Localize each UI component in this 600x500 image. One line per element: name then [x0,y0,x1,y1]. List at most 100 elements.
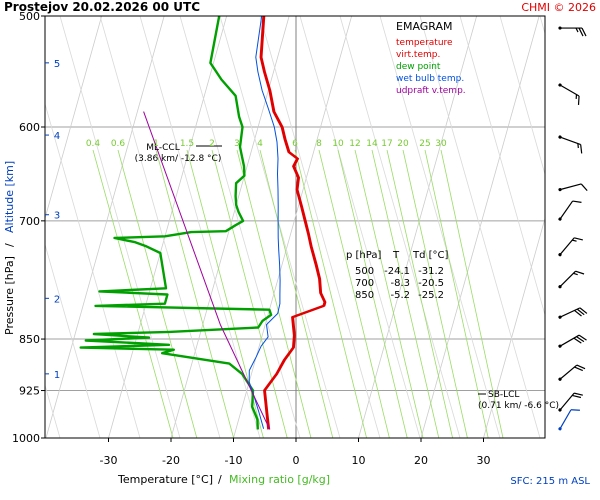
mixing-ratio-label: 20 [397,139,409,149]
dry-adiabat-line [99,16,221,438]
sfc-label: SFC: 215 m ASL [510,476,590,487]
mixing-ratio-line [155,149,234,438]
table-header-p: p [hPa] [346,250,381,261]
mixing-ratio-line [318,149,390,438]
mixing-ratio-line [402,149,468,438]
mixing-ratio-label: 14 [366,139,378,149]
isotherm-line [546,16,600,438]
y-axis-label-alt: Altitude [km] [3,161,16,233]
header-title: Prostejov 20.02.2026 00 UTC [4,0,200,14]
dry-adiabat-line [59,16,181,438]
table-cell: -25.2 [418,290,444,301]
wind-barb [558,183,588,192]
series-temperature-line [259,16,326,430]
series-wet-bulb-temp-line [248,16,281,429]
x-tick-label: -30 [100,454,118,467]
grid-layer [45,16,600,438]
x-tick-label: 0 [293,454,300,467]
x-axis-label-sep: / [218,473,222,486]
table-cell: -5.2 [390,290,410,301]
altitude-tick-label: 1 [54,370,60,381]
wind-barb [558,237,583,257]
ml-ccl-detail: (3.86 km/ -12.8 °C) [135,154,222,164]
wind-barb [558,409,580,431]
mixing-ratio-label: 30 [435,139,447,149]
series-dew-point-line [79,16,273,430]
mixing-ratio-label: 12 [349,139,360,149]
dry-adiabat-line [459,16,545,317]
isotherm-line [483,216,545,438]
table-cell: -8.3 [390,278,410,289]
isotherm-line [108,16,228,438]
mixing-ratio-line [440,149,504,438]
altitude-tick-label: 5 [54,59,60,70]
legend-entry: dew point [396,62,441,72]
mixing-ratio-line [386,149,453,438]
mixing-ratio-line [354,149,424,438]
mixing-ratio-label: 2 [209,139,215,149]
mixing-ratio-line [294,149,367,438]
y-tick-label: 1000 [12,432,40,445]
x-tick-label: 10 [352,454,366,467]
mixing-ratio-line [371,149,440,438]
chart-title: EMAGRAM [396,20,453,33]
series-layer [79,16,327,430]
ml-ccl-name: ML-CCL [146,143,179,153]
x-tick-label: 20 [414,454,428,467]
dry-adiabat-line [259,16,381,438]
dry-adiabat-line [139,16,261,438]
mixing-ratio-label: 1.5 [180,139,194,149]
mixing-ratio-line [211,149,288,438]
dry-adiabat-line [179,16,301,438]
mixing-ratio-label: 4 [257,139,263,149]
altitude-tick-label: 4 [54,131,60,142]
altitude-tick-label: 2 [54,294,60,305]
dry-adiabat-line [339,16,461,438]
dry-adiabat-line [45,243,101,438]
x-tick-label: -10 [225,454,243,467]
dry-adiabat-line [45,102,141,438]
mixing-ratio-label: 0.6 [111,139,126,149]
wind-barb [558,83,580,105]
x-axis-label-temp: Temperature [°C] [117,473,213,486]
table-cell: -31.2 [418,266,444,277]
mixing-ratio-labels: 0.4 0.6 1 1.5 2 3 4 6 8 10 12 14 17 20 25 30 [86,139,447,149]
wind-barb [558,200,582,221]
wind-barb [558,307,588,319]
wind-barb [558,334,587,348]
mixing-ratio-label: 3 [234,139,240,149]
y-tick-label: 600 [19,121,40,134]
plot-frame [44,15,546,439]
header-credit: CHMI © 2026 [521,1,596,14]
legend: temperature virt.temp. dew point wet bulb t… [396,38,466,96]
altitude-tick-label: 3 [54,211,60,222]
y-tick-label: 500 [19,10,40,23]
isotherm-line [233,16,353,438]
mixing-ratio-label: 25 [419,139,430,149]
table-cell: 850 [355,290,374,301]
sb-lcl-name: SB-LCL [488,390,519,400]
x-axis-label-mix: Mixing ratio [g/kg] [229,473,330,486]
ml-ccl-annotation: ML-CCL (3.86 km/ -12.8 °C) [135,143,222,164]
mixing-ratio-line [259,149,334,438]
mixing-ratio-label: 0.4 [86,139,101,149]
isotherm-line [358,16,478,438]
table-header-t: T [392,250,400,261]
mixing-ratio-label: 1 [153,139,159,149]
sb-lcl-detail: (0.71 km/ -6.6 °C) [478,401,559,411]
mixing-ratio-line [337,149,408,438]
dry-adiabat-line [219,16,341,438]
legend-entry: temperature [396,38,453,48]
y-axis-label-pressure: Pressure [hPa] [3,256,16,335]
mixing-ratio-label: 17 [381,139,392,149]
dry-adiabat-line [379,16,501,438]
isotherm-line [45,16,103,220]
dry-adiabat-line [299,16,421,438]
wind-barb [558,135,583,154]
table-cell: -20.5 [418,278,444,289]
y-tick-label: 700 [19,215,40,228]
dry-adiabat-line [539,16,545,36]
legend-entry: virt.temp. [396,50,440,60]
